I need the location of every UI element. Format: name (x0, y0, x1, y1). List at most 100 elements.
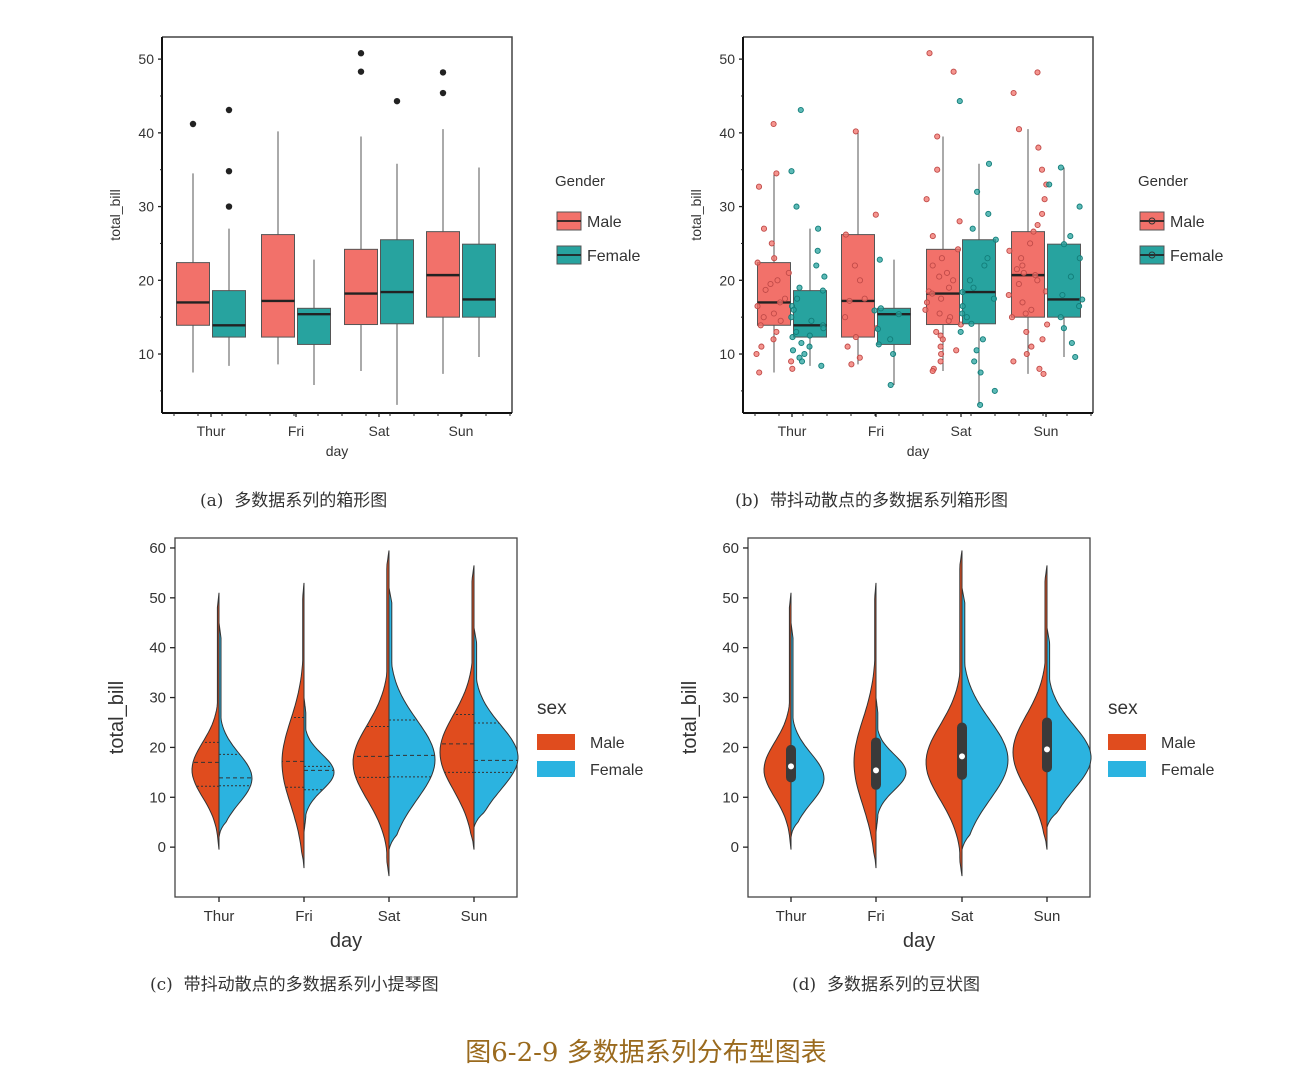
box-female-fri (871, 256, 911, 389)
violin-half (352, 550, 390, 877)
chart-panel-a: 10 20 30 40 50 Thur Fri Sat Sun day total_bill Gend… (107, 36, 640, 459)
legend-key-male (537, 734, 575, 750)
jitter-point (934, 166, 941, 173)
jitter-point (798, 358, 806, 365)
x-tick-label: Fri (295, 908, 313, 925)
jitter-point (818, 362, 825, 369)
violin-half (303, 697, 335, 833)
jitter-point (984, 255, 991, 262)
jitter-point (1046, 181, 1053, 188)
box-male-thur (753, 120, 796, 376)
jitter-point (1034, 221, 1041, 229)
inner-box (1042, 717, 1052, 773)
jitter-point (874, 325, 881, 333)
violin-half (875, 697, 907, 833)
jitter-point (1015, 126, 1023, 133)
median-dot (1044, 746, 1050, 753)
outlier-point (225, 167, 233, 175)
jitter-point (1067, 273, 1074, 280)
y-tick-label: 50 (138, 51, 154, 67)
x-tick-label: Fri (868, 423, 884, 439)
jitter-point (1010, 89, 1017, 97)
plot-border (743, 36, 1094, 413)
y-tick-label: 60 (149, 540, 166, 557)
x-tick-label: Sun (449, 423, 474, 439)
jitter-point (794, 295, 801, 302)
jitter-point (938, 255, 945, 262)
legend-c: sex Male Female (537, 698, 643, 779)
jitter-point (992, 236, 999, 243)
jitter-point (1010, 358, 1017, 365)
inner-box (957, 722, 967, 780)
box-iqr (261, 234, 295, 338)
jitter-point (971, 358, 978, 365)
jitter-point (1041, 196, 1048, 203)
violin-female-thur (218, 622, 253, 838)
outlier-point (225, 106, 233, 114)
legend-label-female: Female (587, 248, 640, 265)
x-tick-label: Thur (197, 423, 226, 439)
box-iqr (841, 234, 875, 338)
violin-female-sat (388, 587, 436, 850)
y-tick-label: 50 (722, 590, 739, 607)
y-tick-label: 20 (149, 739, 166, 756)
jitter-point (813, 262, 820, 269)
jitter-point (770, 310, 777, 317)
y-tick-label: 30 (722, 690, 739, 707)
jitter-point (1015, 280, 1022, 288)
jitter-point (933, 328, 940, 335)
violin-male-sun (439, 565, 475, 850)
legend-key-point (1148, 217, 1156, 225)
box-iqr (344, 248, 378, 326)
legend-label-male: Male (1161, 735, 1196, 752)
legend-key-female (1108, 761, 1146, 777)
jitter-point (777, 317, 784, 324)
jitter-point (923, 196, 930, 203)
legend-title: Gender (555, 173, 605, 190)
box-iqr (1047, 243, 1081, 318)
x-tick-label: Sun (1034, 423, 1059, 439)
box-female-thur (212, 106, 246, 366)
violin-half (439, 565, 475, 850)
jitter-point (877, 305, 884, 312)
y-tick-label: 20 (722, 739, 739, 756)
x-tick-label: Thur (776, 908, 807, 925)
jitter-point (756, 369, 763, 376)
jitter-point (1057, 164, 1064, 171)
jitter-point (1072, 353, 1079, 361)
plot-border (174, 537, 518, 898)
box-female-sat (956, 98, 999, 408)
y-tick-label: 10 (719, 346, 735, 362)
y-axis-title: total_bill (107, 189, 123, 240)
caption-a-tag: (a) (200, 491, 224, 511)
jitter-point (1020, 269, 1027, 276)
jitter-point (887, 381, 894, 389)
y-tick-label: 0 (731, 839, 739, 856)
jitter-point (938, 295, 945, 302)
jitter-point (939, 336, 946, 343)
jitter-point (1030, 228, 1037, 235)
violin-female-fri (303, 697, 335, 833)
jitter-point (768, 240, 775, 247)
jitter-point (922, 306, 929, 313)
violin-half (853, 582, 877, 869)
caption-a: (a) 多数据系列的箱形图 (200, 486, 387, 511)
jitter-point (872, 211, 879, 218)
outlier-point (439, 69, 447, 76)
jitter-point (876, 256, 883, 263)
violin-half (281, 582, 305, 869)
jitter-point (770, 120, 777, 128)
outlier-point (189, 120, 197, 128)
jitter-point (871, 307, 878, 314)
jitter-point (1018, 255, 1025, 262)
jitter-point (1076, 255, 1083, 262)
jitter-point (950, 68, 957, 75)
box-female-fri (297, 259, 331, 385)
jitter-point (1019, 299, 1026, 306)
violin-male-fri (853, 582, 877, 869)
violin-male-thur (191, 592, 220, 850)
inner-box (871, 737, 881, 790)
jitter-point (844, 343, 851, 350)
jitter-point (1060, 241, 1068, 248)
caption-d: (d) 多数据系列的豆状图 (792, 970, 980, 995)
